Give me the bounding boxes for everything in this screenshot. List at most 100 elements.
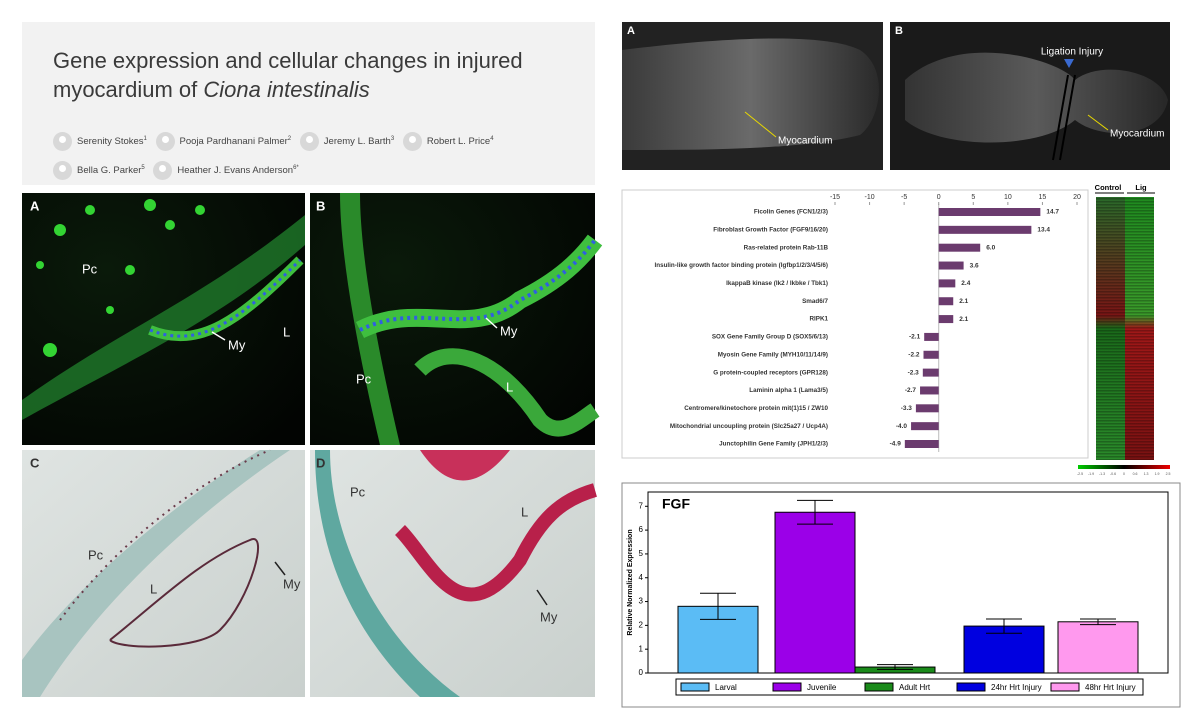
bar [938,315,954,324]
y-tick-label: 1 [639,644,644,653]
micrograph: C Pc L My [22,449,305,697]
bar [924,332,939,341]
y-tick-label: 3 [639,597,644,606]
x-tick-label: -15 [830,194,840,201]
bar [938,279,956,288]
author-name: Robert L. Price [426,136,491,148]
heatmap: Control Lig -2.5 -1.9 -1.3 -0.6 0 0.6 1.3 1.9 2.… [1077,183,1170,476]
y-tick-label: 7 [639,501,644,510]
author-name: Heather J. Evans Anderson [177,165,294,177]
label: My [500,323,518,338]
paper-header: Gene expression and cellular changes in … [22,22,595,185]
affiliation: 3 [390,136,395,142]
bar [963,625,1045,674]
value-label: -2.7 [905,387,917,394]
colorbar-tick: 0.6 [1133,472,1138,476]
legend-label: Juvenile [807,683,837,692]
bar [911,422,939,431]
author: Pooja Pardhanani Palmer2 [155,132,291,152]
label: My [283,576,301,591]
bar [923,350,939,359]
colorbar-tick: -0.6 [1110,472,1116,476]
category-label: Centromere/kinetochore protein mit(1)15 … [684,405,828,412]
category-label: Insulin-like growth factor binding prote… [654,262,828,269]
legend-swatch [864,682,894,692]
bar [920,386,939,395]
column-label: Control [1095,183,1122,192]
legend-swatch [772,682,802,692]
micrograph: D Pc L My [310,450,598,697]
bar [1057,621,1139,674]
category-label: G protein-coupled receptors (GPR128) [713,369,828,376]
colorbar-tick: 1.9 [1155,472,1160,476]
value-label: -3.3 [901,405,913,412]
avatar [299,132,319,152]
y-tick-label: 2 [639,620,644,629]
value-label: -4.0 [896,423,908,430]
colorbar-tick: 1.3 [1144,472,1149,476]
bar [938,225,1032,234]
author-name: Bella G. Parker [77,165,142,177]
y-tick-label: 5 [639,549,644,558]
micrograph: A Pc My L [22,193,305,445]
bar [922,368,939,377]
colorbar-tick: 0 [1123,472,1125,476]
title: Gene expression and cellular changes in … [53,46,565,104]
photo: A Myocardium [622,22,883,170]
colorbar-tick: -2.5 [1077,472,1083,476]
x-tick-label: -10 [865,194,875,201]
bar [938,243,981,252]
author: Jeremy L. Barth3 [299,132,395,152]
x-tick-label: 15 [1039,194,1047,201]
label: L [506,379,513,394]
micrograph: B My Pc L [310,193,603,445]
value-label: 3.6 [970,262,979,269]
legend-label: 24hr Hrt Injury [991,683,1042,692]
label: L [150,581,157,596]
panel-label: A [30,198,40,213]
author: Bella G. Parker5 [53,161,145,181]
y-axis-label: Relative Normalized Expression [627,529,634,635]
title-species: Ciona intestinalis [203,77,370,102]
label: Myocardium [778,136,832,147]
x-tick-label: 10 [1004,194,1012,201]
avatar [53,161,72,181]
value-label: 6.0 [986,244,995,251]
colorbar-tick: 2.5 [1166,472,1171,476]
legend-swatch [680,682,710,692]
error-bar [700,592,736,620]
category-label: Myosin Gene Family (MYH10/11/14/9) [718,351,828,358]
category-label: Laminin alpha 1 (Lama3/5) [749,387,828,394]
category-label: Junctophilin Gene Family (JPH1/2/3) [719,441,828,448]
label: My [540,609,558,624]
error-bar [797,499,833,525]
colorbar-tick: -1.9 [1088,472,1094,476]
category-label: Ras-related protein Rab-11B [744,244,829,251]
bar [915,404,939,413]
legend-label: 48hr Hrt Injury [1085,683,1136,692]
y-tick-label: 0 [639,668,644,677]
chart-frame [621,189,1089,459]
author-name: Jeremy L. Barth [323,136,391,148]
x-tick-label: 0 [937,194,941,201]
error-bar [986,618,1022,634]
affiliation: 5 [141,165,145,172]
value-label: 2.1 [959,316,968,323]
label: Pc [356,371,372,386]
bar [938,208,1041,216]
bar [774,511,856,674]
value-label: 13.4 [1037,227,1050,234]
category-label: Fibroblast Growth Factor (FGF9/16/20) [713,227,828,234]
avatar [53,132,72,152]
author-name: Pooja Pardhanani Palmer [179,136,288,148]
author-list: Serenity Stokes1 Pooja Pardhanani Palmer… [53,126,565,184]
y-tick-label: 4 [639,573,644,582]
author: Heather J. Evans Anderson6* [153,161,299,181]
x-tick-label: 5 [971,194,975,201]
label: Pc [82,261,98,276]
value-label: -4.9 [890,441,902,448]
panel-label: A [627,25,635,37]
panel-label: B [895,25,903,37]
